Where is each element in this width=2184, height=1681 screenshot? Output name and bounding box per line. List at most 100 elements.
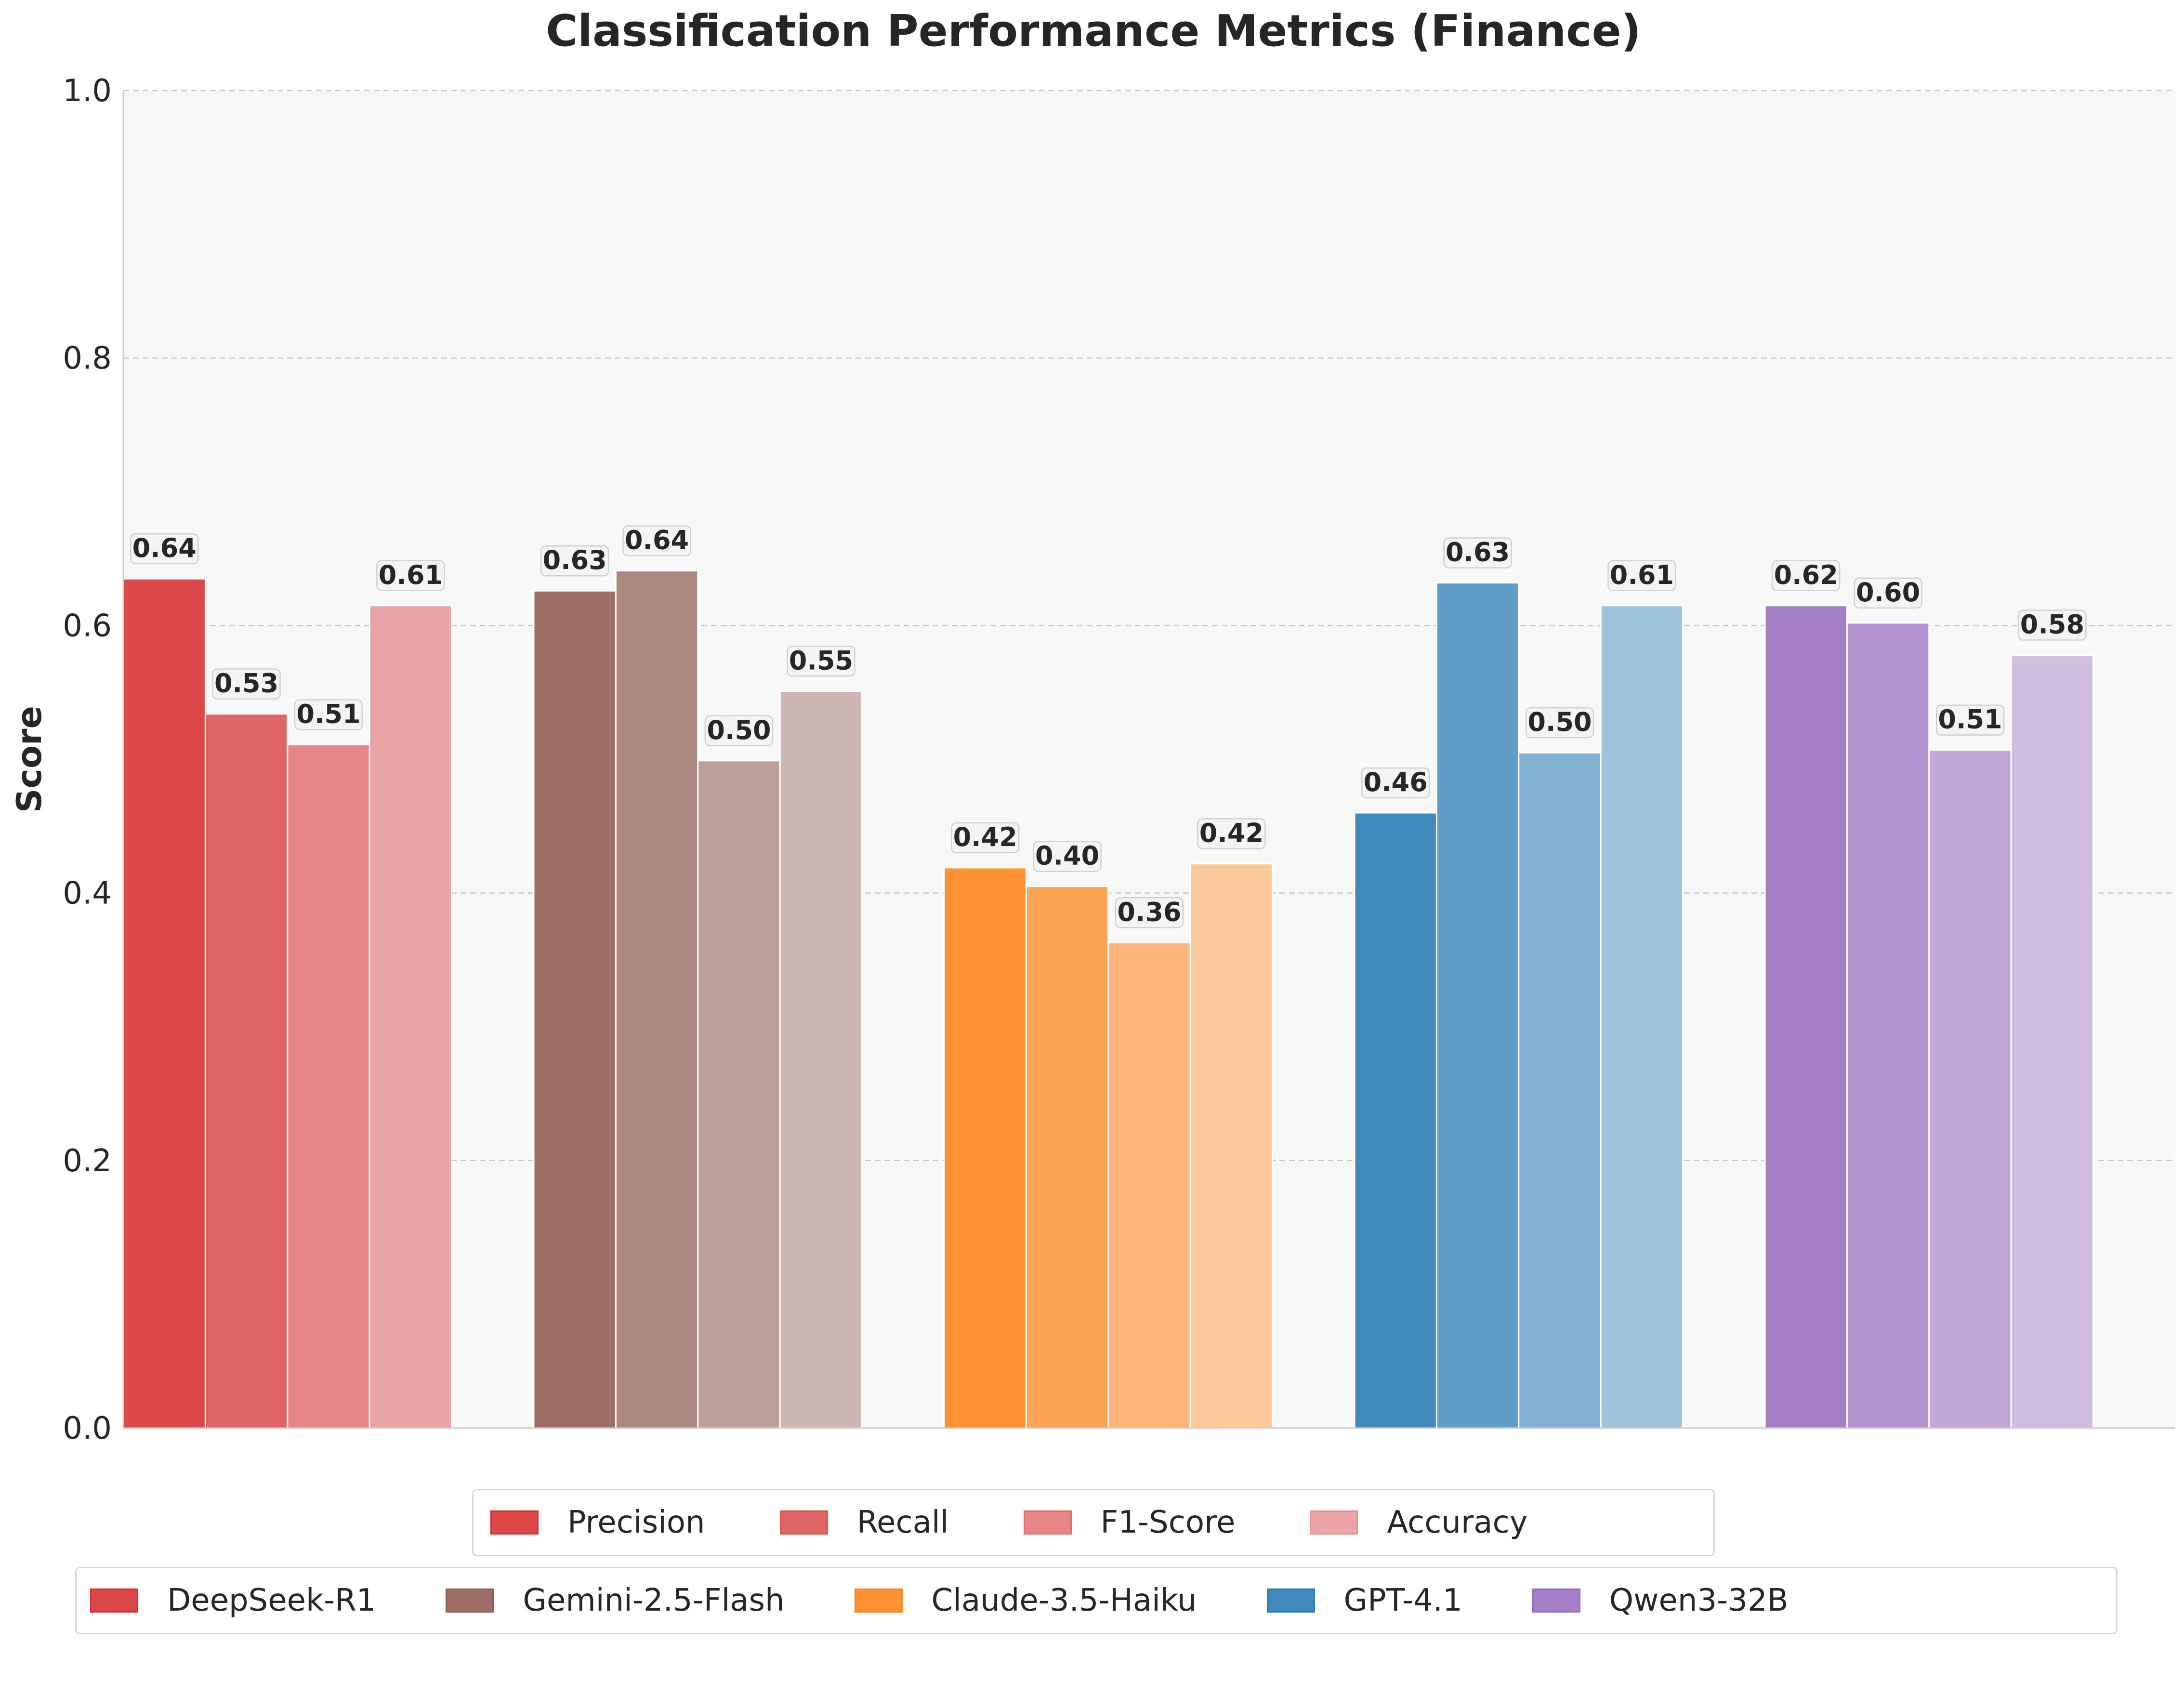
bar [615,570,699,1429]
bar [204,713,289,1429]
data-label-text: 0.64 [132,533,197,563]
legend-label: Recall [856,1505,949,1540]
data-label-box [376,560,445,592]
data-label-text: 0.63 [1446,537,1510,568]
data-label: 0.63 [540,545,609,577]
data-label-text: 0.58 [2020,609,2084,639]
y-tick-label: 0.0 [63,1411,112,1446]
legend-label: GPT-4.1 [1343,1583,1462,1618]
data-label: 0.50 [1525,707,1594,739]
bar [1025,886,1109,1429]
data-label-text: 0.50 [1527,707,1592,737]
bar [1354,812,1437,1429]
y-tick-label: 0.4 [63,876,112,912]
data-label-box [540,545,609,577]
legend-swatch [779,1510,828,1535]
y-tick-label: 1.0 [63,73,112,109]
data-label-box [1115,897,1184,928]
data-label: 0.63 [1443,537,1512,569]
bar [1928,749,2012,1429]
data-label: 0.62 [1771,560,1841,592]
legend-swatch [1310,1510,1358,1535]
data-label-box [1443,537,1512,569]
data-label-text: 0.51 [296,699,360,729]
data-label-box [1361,767,1430,799]
bar [368,605,453,1429]
legend-swatch [446,1588,494,1613]
data-label: 0.50 [704,715,774,747]
legend-item: Claude-3.5-Haiku [854,1583,1197,1618]
data-label: 0.60 [1854,577,1922,609]
metric-legend: Precision Recall F1-Score Accuracy [472,1489,1715,1556]
legend-item: Recall [779,1505,949,1540]
data-label-text: 0.36 [1117,897,1181,927]
data-label-text: 0.46 [1364,767,1428,797]
data-label: 0.51 [1935,704,2005,736]
data-label: 0.36 [1115,897,1184,928]
data-label-box [1197,818,1266,849]
legend-label: DeepSeek-R1 [167,1583,376,1618]
data-label-box [1935,704,2005,736]
data-label-box [130,533,199,565]
legend-swatch [490,1510,539,1535]
legend-item: GPT-4.1 [1266,1583,1462,1618]
data-label-text: 0.64 [625,525,689,556]
data-label: 0.46 [1361,767,1430,799]
legend-item: DeepSeek-R1 [90,1583,376,1618]
y-tick-labels: 0.0 0.2 0.4 0.6 0.8 1.0 [63,73,112,1446]
data-label: 0.53 [212,668,281,700]
legend-label: Claude-3.5-Haiku [931,1583,1197,1618]
data-label: 0.55 [787,645,855,677]
legend-label: F1-Score [1100,1505,1236,1540]
legend-item: Accuracy [1310,1505,1528,1540]
legend-item: Qwen3-32B [1532,1583,1789,1618]
bar [779,690,863,1429]
legend-swatch [90,1588,138,1613]
data-label-text: 0.63 [543,545,607,575]
data-label-box [294,699,363,730]
data-label-text: 0.60 [1856,577,1920,608]
legend-item: Precision [490,1505,705,1540]
y-tick-label: 0.2 [63,1143,112,1179]
bar [533,590,617,1429]
legend-item: F1-Score [1023,1505,1236,1540]
bar [122,578,206,1429]
legend-label: Accuracy [1387,1505,1528,1540]
model-legend: DeepSeek-R1 Gemini-2.5-Flash Claude-3.5-Ha… [75,1567,2118,1634]
data-label-box [1607,560,1676,592]
data-label-text: 0.42 [953,822,1017,852]
data-label-box [212,668,281,700]
data-labels: 0.64 0.53 0.51 0.61 0.63 0.64 0.50 0.55 0.42 0.40… [130,525,2087,928]
data-label-text: 0.61 [1610,560,1674,590]
data-label-text: 0.61 [379,560,443,590]
data-label-box [1525,707,1594,739]
data-label-box [2018,609,2087,641]
data-label: 0.51 [294,699,363,730]
data-label: 0.42 [1197,818,1266,849]
data-label-box [704,715,774,747]
bar [1600,605,1684,1429]
data-label-box [950,822,1020,854]
legend-label: Qwen3-32B [1609,1583,1789,1618]
data-label-text: 0.42 [1199,818,1263,848]
data-label-text: 0.50 [707,715,771,745]
legend-item: Gemini-2.5-Flash [446,1583,785,1618]
bar [1764,605,1848,1429]
data-label-text: 0.55 [789,645,853,675]
data-label: 0.61 [376,560,445,592]
bar [2010,654,2094,1429]
y-tick-label: 0.8 [63,341,112,376]
legend-label: Precision [567,1505,705,1540]
data-label-box [1771,560,1841,592]
data-label-text: 0.40 [1035,841,1099,871]
legend-swatch [1023,1510,1072,1535]
data-label: 0.61 [1607,560,1676,592]
data-label-text: 0.62 [1774,560,1838,590]
data-label: 0.58 [2018,609,2087,641]
bar [287,743,370,1429]
data-label-text: 0.51 [1938,704,2002,735]
data-label: 0.42 [950,822,1020,854]
data-label-box [622,525,691,556]
legend-swatch [854,1588,903,1613]
